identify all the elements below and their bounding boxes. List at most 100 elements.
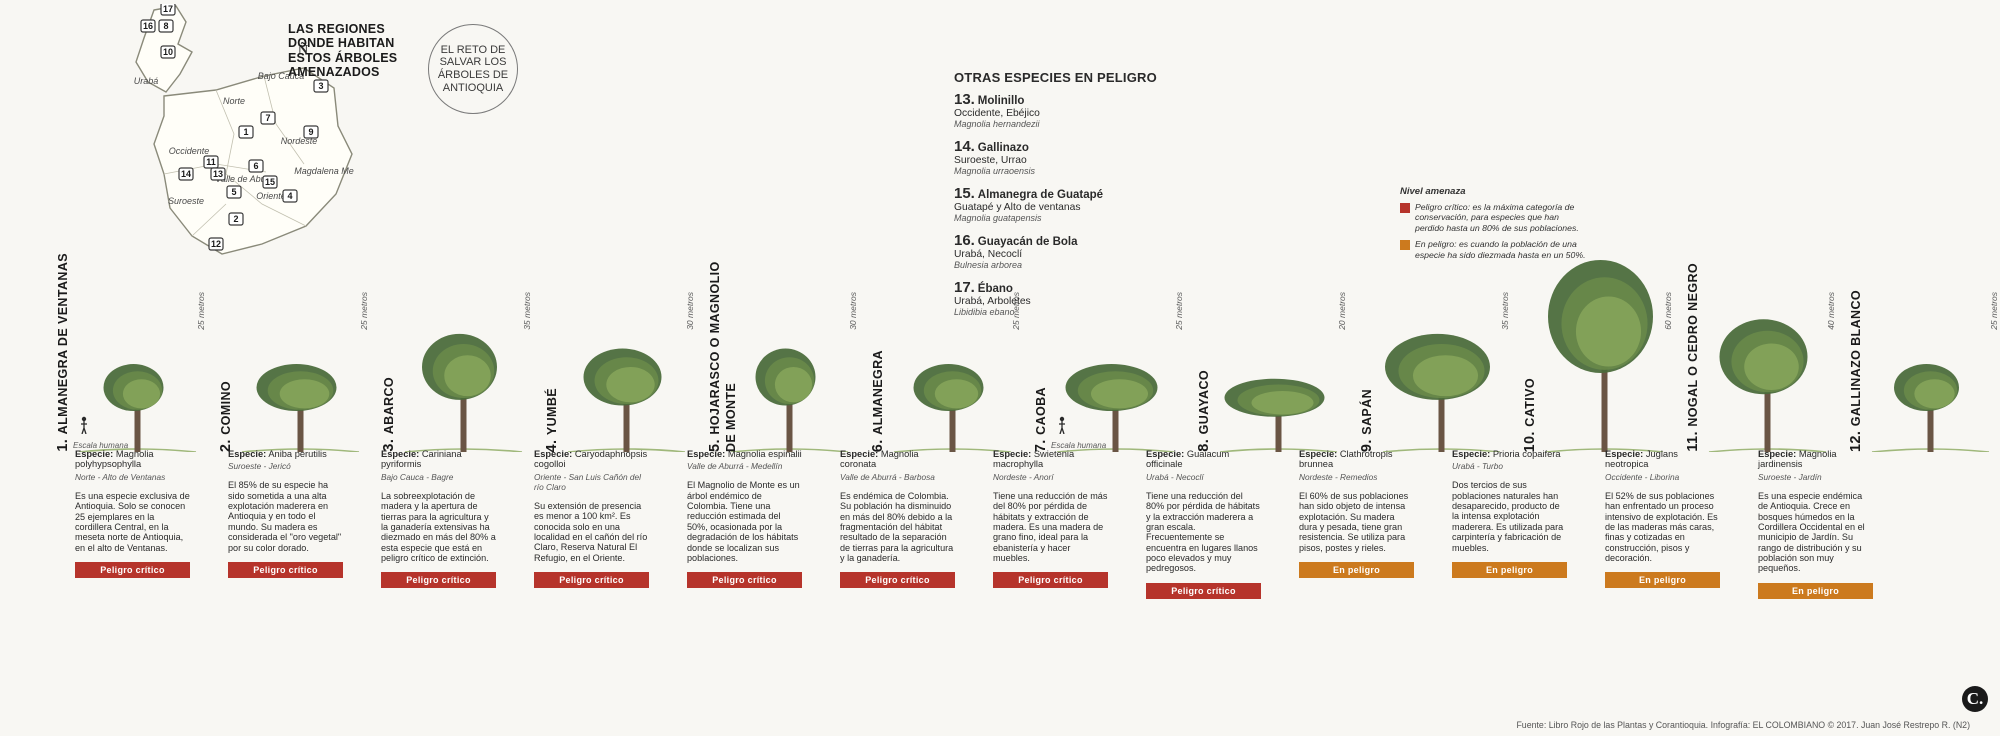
tree-slot-1: 1. ALMANEGRA DE VENTANAS 25 metros Escal… (75, 252, 200, 452)
svg-text:3: 3 (318, 81, 323, 91)
legend-swatch-1 (1400, 240, 1410, 250)
map-region-label: Occidente (169, 146, 210, 156)
species-loc-11: Occidente - Liborina (1605, 472, 1720, 482)
headline-circle: EL RETO DE SALVAR LOS ÁRBOLES DE ANTIOQU… (428, 24, 518, 114)
map-marker-8: 8 (159, 20, 173, 32)
species-loc-4: Oriente - San Luis Cañón del río Claro (534, 472, 649, 492)
svg-text:2: 2 (233, 214, 238, 224)
svg-text:16: 16 (143, 21, 153, 31)
tree-slot-2: 2. COMINO 25 metros (238, 252, 363, 452)
species-block-12: Especie: Magnolia jardinensis Suroeste -… (1758, 449, 1873, 599)
tree-figure-1 (75, 252, 200, 452)
species-block-9: Especie: Clathrotropis brunnea Nordeste … (1299, 449, 1414, 599)
other-species-panel: OTRAS ESPECIES EN PELIGRO 13. Molinillo … (954, 70, 1224, 326)
map-marker-6: 6 (249, 160, 263, 172)
species-name-11: Especie: Juglans neotropica (1605, 449, 1720, 470)
species-desc-3: La sobreexplotación de madera y la apert… (381, 491, 496, 564)
tree-figure-12 (1868, 252, 1993, 452)
tree-vertical-label-6: 6. ALMANEGRA (870, 350, 888, 452)
map-marker-12: 12 (209, 238, 223, 250)
svg-text:11: 11 (206, 157, 216, 167)
other-species-item-17: 17. Ébano Urabá, Arboletes Libidibia eba… (954, 279, 1224, 317)
species-loc-3: Bajo Cauca - Bagre (381, 472, 496, 482)
species-desc-10: Dos tercios de sus poblaciones naturales… (1452, 480, 1567, 553)
map-title: LAS REGIONES DONDE HABITAN ESTOS ÁRBOLES… (288, 22, 428, 80)
map-marker-7: 7 (261, 112, 275, 124)
footer-credit: Fuente: Libro Rojo de las Plantas y Cora… (75, 720, 1970, 730)
tree-vertical-label-9: 9. SAPÁN (1359, 389, 1377, 452)
legend-swatch-0 (1400, 203, 1410, 213)
svg-text:12: 12 (211, 239, 221, 249)
species-loc-2: Suroeste - Jericó (228, 461, 343, 471)
other-species-item-13: 13. Molinillo Occidente, Ebéjico Magnoli… (954, 91, 1224, 129)
tree-figure-11 (1705, 252, 1830, 452)
tree-figure-4 (564, 252, 689, 452)
human-figure-icon (1057, 416, 1067, 434)
species-block-11: Especie: Juglans neotropica Occidente - … (1605, 449, 1720, 599)
map-region-label: Norte (223, 96, 245, 106)
map-marker-17: 17 (161, 4, 175, 15)
tree-figure-2 (238, 252, 363, 452)
tree-vertical-label-5: 5. HOJARASCO O MAGNOLIO DE MONTE (707, 252, 725, 452)
tree-vertical-label-8: 8. GUAYACO (1196, 370, 1214, 452)
svg-text:6: 6 (253, 161, 258, 171)
tree-slot-4: 4. YUMBÉ 30 metros (564, 252, 689, 452)
svg-text:4: 4 (287, 191, 292, 201)
threat-legend: Nivel amenaza Peligro crítico: es la máx… (1400, 186, 1590, 266)
species-descriptions-row: Especie: Magnolia polyhypsophylla Norte … (75, 449, 1925, 599)
map-marker-4: 4 (283, 190, 297, 202)
species-block-1: Especie: Magnolia polyhypsophylla Norte … (75, 449, 190, 599)
tree-vertical-label-3: 3. ABARCO (381, 377, 399, 452)
tree-height-label-3: 35 metros (522, 292, 532, 330)
status-badge-7: Peligro crítico (993, 572, 1108, 588)
publisher-logo: C. (1962, 686, 1988, 712)
tree-height-label-1: 25 metros (196, 292, 206, 330)
species-desc-9: El 60% de sus poblaciones han sido objet… (1299, 491, 1414, 553)
species-desc-8: Tiene una reducción del 80% por pérdida … (1146, 491, 1261, 574)
species-loc-5: Valle de Aburrá - Medellín (687, 461, 802, 471)
map-marker-5: 5 (227, 186, 241, 198)
species-name-3: Especie: Cariniana pyriformis (381, 449, 496, 470)
species-name-8: Especie: Guaiacum officinale (1146, 449, 1261, 470)
species-loc-10: Urabá - Turbo (1452, 461, 1567, 471)
species-loc-1: Norte - Alto de Ventanas (75, 472, 190, 482)
tree-vertical-label-2: 2. COMINO (218, 381, 236, 452)
svg-text:7: 7 (265, 113, 270, 123)
tree-height-label-2: 25 metros (359, 292, 369, 330)
map-marker-14: 14 (179, 168, 193, 180)
status-badge-11: En peligro (1605, 572, 1720, 588)
map-marker-9: 9 (304, 126, 318, 138)
legend-row-0: Peligro crítico: es la máxima categoría … (1400, 202, 1590, 233)
species-block-8: Especie: Guaiacum officinale Urabá - Nec… (1146, 449, 1261, 599)
tree-slot-12: 12. GALLINAZO BLANCO 25 metros (1868, 252, 1993, 452)
human-figure-icon (79, 416, 89, 434)
map-marker-10: 10 (161, 46, 175, 58)
tree-figure-5 (727, 252, 852, 452)
map-marker-1: 1 (239, 126, 253, 138)
status-badge-8: Peligro crítico (1146, 583, 1261, 599)
legend-row-1: En peligro: es cuando la población de un… (1400, 239, 1590, 260)
status-badge-4: Peligro crítico (534, 572, 649, 588)
svg-text:13: 13 (213, 169, 223, 179)
legend-title: Nivel amenaza (1400, 186, 1590, 197)
svg-text:15: 15 (265, 177, 275, 187)
map-region-label: Magdalena Medio (294, 166, 354, 176)
species-desc-7: Tiene una reducción de más del 80% por p… (993, 491, 1108, 564)
other-species-item-16: 16. Guayacán de Bola Urabá, Necoclí Buln… (954, 232, 1224, 270)
species-name-2: Especie: Aniba perutilis (228, 449, 343, 459)
tree-slot-11: 11. NOGAL O CEDRO NEGRO 40 metros (1705, 252, 1830, 452)
tree-height-label-10: 60 metros (1663, 292, 1673, 330)
species-desc-6: Es endémica de Colombia. Su población ha… (840, 491, 955, 564)
tree-figure-9 (1379, 252, 1504, 452)
tree-slot-9: 9. SAPÁN 35 metros (1379, 252, 1504, 452)
status-badge-3: Peligro crítico (381, 572, 496, 588)
map-marker-2: 2 (229, 213, 243, 225)
map-area: UrabáNorteBajo CaucaNordesteOccidenteSur… (78, 8, 428, 268)
tree-vertical-label-12: 12. GALLINAZO BLANCO (1848, 290, 1866, 452)
map-marker-3: 3 (314, 80, 328, 92)
species-loc-8: Urabá - Necoclí (1146, 472, 1261, 482)
species-block-10: Especie: Prioria copaifera Urabá - Turbo… (1452, 449, 1567, 599)
species-block-7: Especie: Swietenia macrophylla Nordeste … (993, 449, 1108, 599)
status-badge-2: Peligro crítico (228, 562, 343, 578)
tree-figure-3 (401, 252, 526, 452)
